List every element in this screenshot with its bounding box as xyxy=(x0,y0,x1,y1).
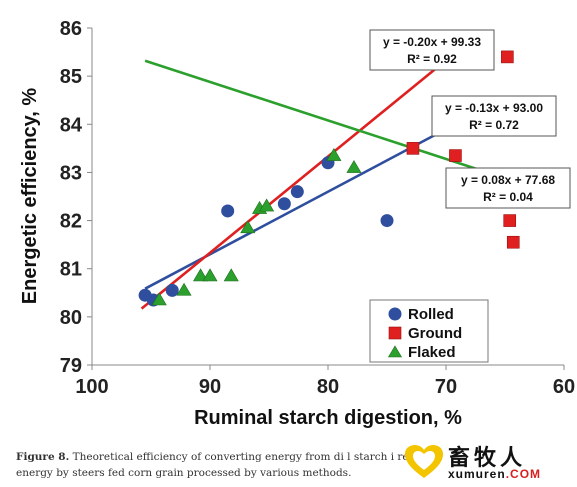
y-tick-label: 85 xyxy=(60,66,82,88)
legend: Rolled Ground Flaked xyxy=(369,299,489,363)
fit-line-ground xyxy=(140,30,483,310)
legend-marker-flaked xyxy=(387,345,403,358)
fit-line-flaked xyxy=(144,59,482,172)
equation-boxes: y = -0.13x + 93.00 R² = 0.72 y = -0.20x + … xyxy=(369,29,571,209)
equation-box-flaked xyxy=(445,167,571,209)
r-squared-text-ground: R² = 0.92 xyxy=(407,52,457,66)
point-rolled xyxy=(221,204,235,218)
point-flaked xyxy=(326,147,342,161)
point-flaked xyxy=(176,282,192,296)
r-squared-text-flaked: R² = 0.04 xyxy=(483,190,533,204)
point-rolled xyxy=(290,185,304,199)
caption-text: Theoretical efficiency of converting ene… xyxy=(16,451,443,479)
y-tick-labels: 79 80 81 82 83 84 85 86 xyxy=(60,18,92,377)
point-flaked xyxy=(223,268,239,282)
equation-box-ground xyxy=(369,29,495,71)
watermark-url-main: xumuren xyxy=(448,467,506,481)
point-flaked xyxy=(346,160,362,173)
watermark-url: xumuren.COM xyxy=(448,467,541,481)
point-ground xyxy=(506,235,520,249)
point-flaked xyxy=(259,198,275,212)
y-tick-label: 81 xyxy=(60,259,82,281)
equation-text-flaked: y = 0.08x + 77.68 xyxy=(461,173,555,187)
regression-lines xyxy=(140,30,483,310)
point-flaked xyxy=(240,220,256,234)
energetic-efficiency-chart: 79 80 81 82 83 84 85 86 100 90 80 70 60 y = -0.13x … xyxy=(19,18,575,429)
point-ground xyxy=(449,149,462,162)
heart-logo-icon xyxy=(405,445,443,478)
y-tick-label: 80 xyxy=(60,307,82,329)
x-tick-label: 70 xyxy=(435,376,457,398)
x-tick-labels: 100 90 80 70 60 xyxy=(75,365,575,398)
y-axis-title: Energetic efficiency, % xyxy=(19,88,41,305)
y-tick-label: 83 xyxy=(60,162,82,184)
point-flaked xyxy=(151,292,167,306)
legend-marker-ground xyxy=(388,326,402,340)
point-rolled xyxy=(277,197,291,211)
y-tick-label: 84 xyxy=(60,114,83,136)
legend-marker-rolled xyxy=(388,307,402,321)
x-tick-label: 60 xyxy=(553,376,575,398)
y-tick-label: 79 xyxy=(60,355,82,377)
y-tick-label: 82 xyxy=(60,211,82,233)
x-tick-label: 80 xyxy=(317,376,339,398)
legend-label-rolled: Rolled xyxy=(408,306,454,323)
point-flaked xyxy=(202,268,218,282)
legend-label-flaked: Flaked xyxy=(408,344,456,361)
r-squared-text-rolled: R² = 0.72 xyxy=(469,118,519,132)
fit-line-rolled xyxy=(144,134,435,290)
figure-caption: Figure 8. Theoretical efficiency of conv… xyxy=(16,449,456,481)
x-tick-label: 100 xyxy=(75,376,108,398)
watermark-chinese-text: 畜牧人 xyxy=(448,446,527,471)
point-ground xyxy=(406,142,420,155)
legend-label-ground: Ground xyxy=(408,325,462,342)
point-flaked xyxy=(193,268,209,282)
equation-box-rolled xyxy=(431,95,557,137)
point-rolled xyxy=(380,214,394,228)
point-ground xyxy=(503,214,517,227)
equation-text-ground: y = -0.20x + 99.33 xyxy=(383,35,481,49)
x-tick-label: 90 xyxy=(199,376,221,398)
data-points xyxy=(138,50,520,307)
caption-label: Figure 8. xyxy=(16,451,70,463)
y-tick-label: 86 xyxy=(60,18,82,40)
watermark: 畜牧人 xumuren.COM xyxy=(400,440,575,485)
point-rolled xyxy=(165,283,179,297)
x-axis-title: Ruminal starch digestion, % xyxy=(194,407,462,429)
point-ground xyxy=(501,50,514,64)
equation-text-rolled: y = -0.13x + 93.00 xyxy=(445,101,543,115)
watermark-url-suffix: .COM xyxy=(505,467,542,481)
